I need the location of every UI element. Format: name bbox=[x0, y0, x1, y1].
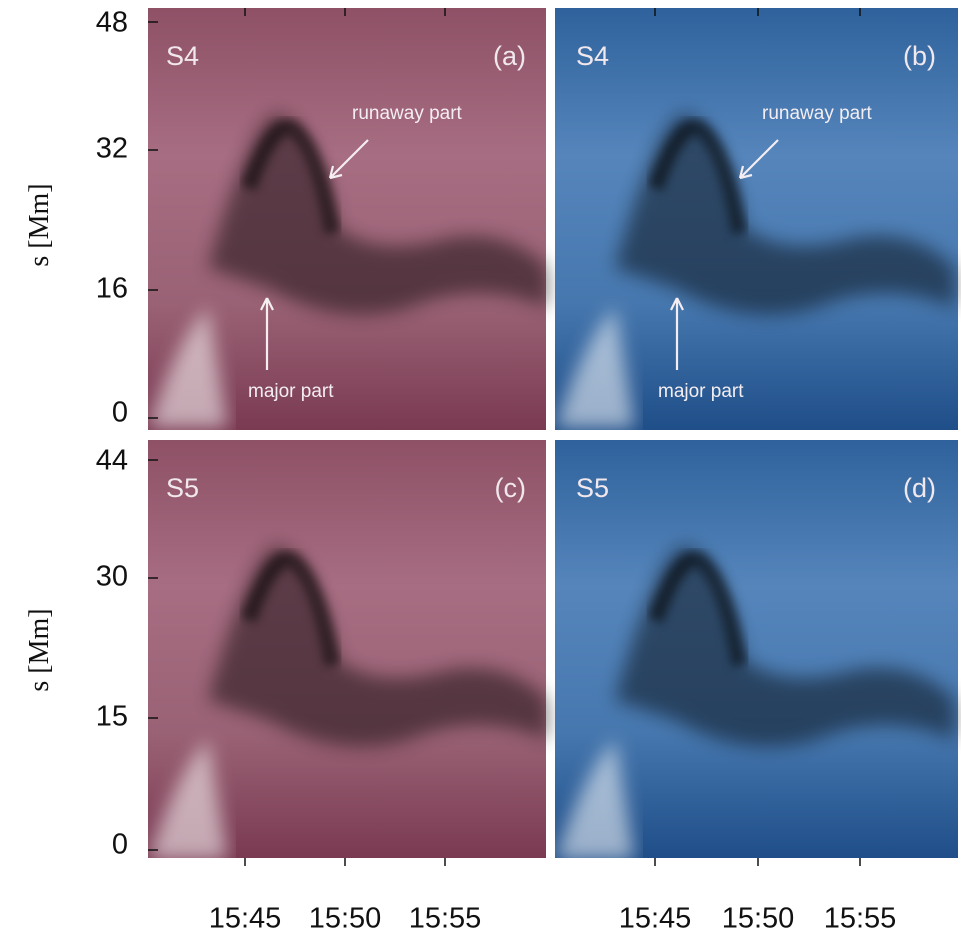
panel-a bbox=[148, 8, 548, 430]
slit-label: S5 bbox=[576, 473, 609, 503]
y-tick-label: 48 bbox=[96, 7, 128, 39]
x-tick-label: 15:55 bbox=[824, 903, 897, 935]
panel-b bbox=[555, 8, 958, 430]
annotation: major part bbox=[248, 381, 334, 402]
y-tick-label: 44 bbox=[96, 445, 128, 477]
slit-label: S4 bbox=[166, 41, 199, 71]
y-tick-label: 32 bbox=[96, 133, 128, 165]
y-tick-label: 15 bbox=[96, 701, 128, 733]
y-tick-label: 0 bbox=[112, 829, 128, 861]
y-tick-label: 16 bbox=[96, 273, 128, 305]
x-tick-label: 15:45 bbox=[209, 903, 282, 935]
y-axis-label: s [Mm] bbox=[24, 608, 55, 691]
slit-label: S5 bbox=[166, 473, 199, 503]
x-tick-label: 15:50 bbox=[309, 903, 382, 935]
x-tick-label: 15:50 bbox=[722, 903, 795, 935]
y-axis-label: s [Mm] bbox=[24, 183, 55, 266]
x-tick-label: 15:55 bbox=[409, 903, 482, 935]
panel-d bbox=[555, 440, 958, 860]
slit-label: S4 bbox=[576, 41, 609, 71]
arrows bbox=[260, 139, 779, 370]
annotation: runaway part bbox=[762, 103, 873, 124]
annotation: major part bbox=[658, 381, 744, 402]
panel-tag: (d) bbox=[903, 473, 936, 503]
tick-marks bbox=[148, 8, 861, 866]
annotation: runaway part bbox=[352, 103, 463, 124]
panel-c bbox=[148, 440, 548, 860]
y-tick-label: 30 bbox=[96, 561, 128, 593]
y-tick-label: 0 bbox=[112, 397, 128, 429]
panel-tag: (a) bbox=[493, 41, 526, 71]
x-tick-label: 15:45 bbox=[619, 903, 692, 935]
panel-tag: (c) bbox=[495, 473, 526, 503]
panel-tag: (b) bbox=[903, 41, 936, 71]
